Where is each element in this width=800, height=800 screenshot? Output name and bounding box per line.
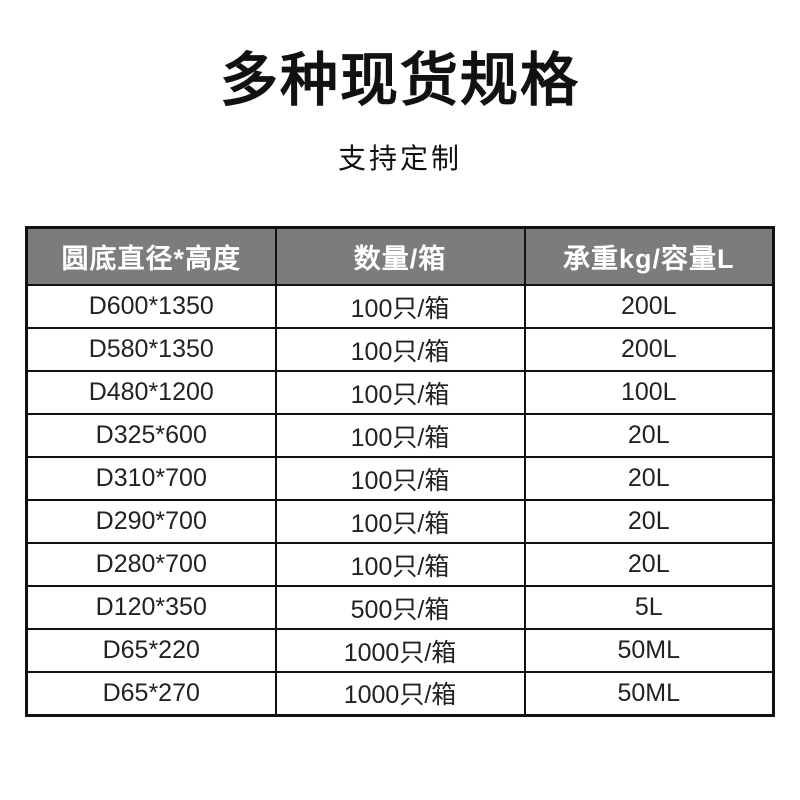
table-cell: 100只/箱 [274, 456, 526, 502]
table-cell: 100只/箱 [274, 327, 526, 373]
table-body: D600*1350 100只/箱 200L D580*1350 100只/箱 200L D4… [25, 284, 775, 717]
table-row: D480*1200 100只/箱 100L [25, 370, 775, 416]
table-cell: D325*600 [25, 413, 277, 459]
table-row: D580*1350 100只/箱 200L [25, 327, 775, 373]
table-cell: 50ML [523, 628, 775, 674]
table-cell: D310*700 [25, 456, 277, 502]
table-cell: D280*700 [25, 542, 277, 588]
table-cell: D600*1350 [25, 284, 277, 330]
table-cell: D120*350 [25, 585, 277, 631]
table-cell: 200L [523, 284, 775, 330]
table-cell: D65*270 [25, 671, 277, 717]
table-row: D65*270 1000只/箱 50ML [25, 671, 775, 717]
table-row: D325*600 100只/箱 20L [25, 413, 775, 459]
header-cell-quantity-per-box: 数量/箱 [274, 226, 526, 287]
table-cell: D580*1350 [25, 327, 277, 373]
table-header-row: 圆底直径*高度 数量/箱 承重kg/容量L [25, 226, 775, 287]
table-cell: 20L [523, 542, 775, 588]
spec-table: 圆底直径*高度 数量/箱 承重kg/容量L D600*1350 100只/箱 200… [25, 225, 775, 717]
table-cell: 20L [523, 499, 775, 545]
header-cell-load-capacity: 承重kg/容量L [523, 226, 775, 287]
table-cell: 100L [523, 370, 775, 416]
table-cell: 100只/箱 [274, 413, 526, 459]
table-cell: 5L [523, 585, 775, 631]
table-cell: 100只/箱 [274, 499, 526, 545]
table-cell: 100只/箱 [274, 542, 526, 588]
table-cell: 50ML [523, 671, 775, 717]
table-cell: 20L [523, 456, 775, 502]
table-cell: 1000只/箱 [274, 671, 526, 717]
page-title: 多种现货规格 [219, 48, 580, 113]
table-cell: 100只/箱 [274, 370, 526, 416]
table-cell: 500只/箱 [274, 585, 526, 631]
table-row: D120*350 500只/箱 5L [25, 585, 775, 631]
table-row: D310*700 100只/箱 20L [25, 456, 775, 502]
table-row: D290*700 100只/箱 20L [25, 499, 775, 545]
page-subtitle: 支持定制 [337, 142, 462, 174]
table-row: D280*700 100只/箱 20L [25, 542, 775, 588]
header-cell-diameter-height: 圆底直径*高度 [25, 226, 277, 287]
table-cell: 20L [523, 413, 775, 459]
table-cell: 100只/箱 [274, 284, 526, 330]
table-cell: D65*220 [25, 628, 277, 674]
table-cell: D290*700 [25, 499, 277, 545]
table-cell: D480*1200 [25, 370, 277, 416]
table-cell: 200L [523, 327, 775, 373]
table-cell: 1000只/箱 [274, 628, 526, 674]
table-row: D600*1350 100只/箱 200L [25, 284, 775, 330]
table-row: D65*220 1000只/箱 50ML [25, 628, 775, 674]
